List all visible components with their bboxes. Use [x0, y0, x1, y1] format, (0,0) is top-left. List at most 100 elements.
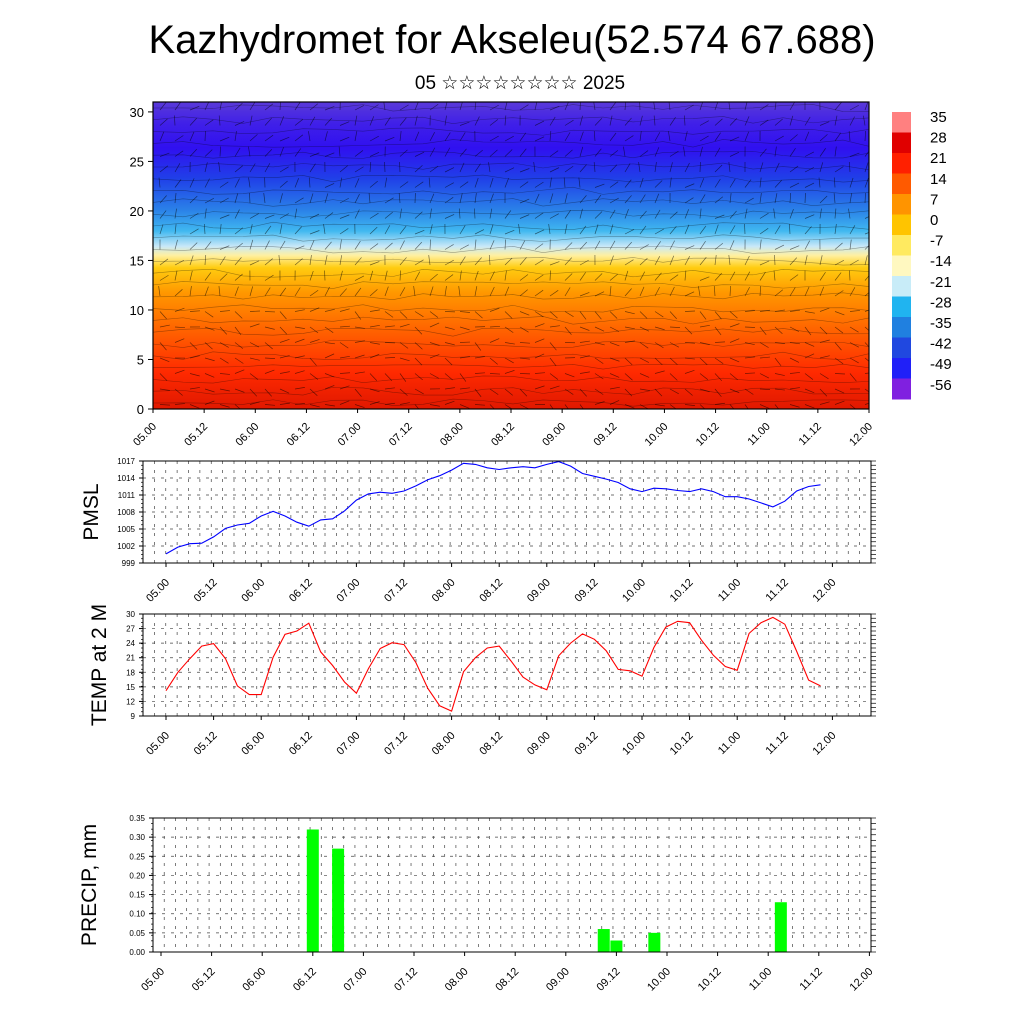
wind-barb — [309, 388, 318, 397]
wind-barb — [459, 162, 465, 173]
wind-barb — [218, 115, 221, 126]
wind-barb — [834, 208, 837, 219]
colorbar-label: -56 — [930, 377, 952, 394]
wind-barb — [339, 165, 348, 173]
wind-barb — [174, 388, 183, 396]
wind-barb — [234, 357, 244, 364]
cross-section-x-tick-label: 05.12 — [182, 421, 210, 449]
wind-barb — [864, 130, 866, 142]
wind-barb — [159, 357, 170, 362]
colorbar-swatch — [892, 317, 911, 338]
wind-barb — [519, 198, 530, 204]
wind-barb — [294, 355, 305, 359]
wind-barb — [774, 357, 782, 367]
wind-barb — [399, 388, 408, 396]
pmsl-y-tick-label: 1008 — [117, 508, 135, 517]
pmsl-y-tick-label: 1002 — [117, 542, 135, 551]
wind-barb — [654, 193, 660, 204]
cross-section-y-tick-label: 5 — [137, 352, 144, 367]
page-title: Kazhydromet for Akseleu(52.574 67.688) — [148, 18, 876, 62]
wind-barb — [309, 339, 320, 343]
wind-barb — [158, 177, 161, 188]
wind-barb — [864, 372, 869, 374]
wind-barb — [189, 286, 192, 297]
wind-barb — [474, 270, 479, 281]
wind-barb — [519, 289, 528, 297]
streamline — [153, 304, 869, 313]
wind-barb — [294, 178, 299, 188]
wind-barb — [339, 385, 350, 390]
wind-barb — [744, 372, 756, 374]
wind-barb — [459, 244, 469, 250]
wind-barb — [654, 147, 660, 157]
wind-barb — [248, 177, 251, 188]
wind-barb — [773, 208, 776, 219]
temp-x-tick-label: 11.12 — [764, 730, 791, 757]
wind-barb — [234, 257, 242, 266]
wind-barb — [219, 273, 228, 281]
wind-barb — [669, 373, 678, 381]
wind-barb — [354, 193, 360, 204]
colorbar-label: 0 — [930, 212, 938, 229]
wind-barb — [714, 272, 722, 281]
streamline — [153, 210, 869, 218]
wind-barb — [849, 310, 860, 312]
precip-x-tick-label: 08.12 — [493, 966, 521, 994]
wind-barb — [833, 193, 836, 204]
wind-barb — [789, 342, 800, 345]
wind-barb — [339, 239, 342, 250]
wind-barb — [549, 290, 559, 297]
wind-barb — [459, 181, 469, 188]
wind-barb — [504, 102, 508, 111]
wind-barb — [804, 167, 815, 173]
wind-barb — [294, 386, 305, 390]
wind-barb — [774, 342, 785, 345]
wind-barb — [174, 270, 178, 281]
wind-barb — [204, 311, 214, 318]
precip-x-tick-label: 12.00 — [848, 966, 876, 994]
wind-barb — [324, 193, 329, 204]
wind-barb — [489, 271, 495, 281]
temp-x-tick-label: 05.00 — [144, 730, 172, 758]
wind-barb — [444, 197, 454, 204]
wind-barb — [189, 242, 198, 250]
wind-barb — [593, 162, 596, 173]
colorbar-label: -21 — [930, 274, 952, 291]
colorbar-label: -42 — [930, 336, 952, 353]
wind-barb — [324, 106, 335, 111]
wind-barb — [729, 118, 738, 126]
wind-barb — [234, 311, 243, 319]
wind-barb — [624, 241, 632, 250]
temp-x-tick-label: 07.00 — [335, 730, 363, 758]
wind-barb — [563, 177, 566, 188]
wind-barb — [609, 357, 620, 362]
wind-barb — [699, 225, 707, 235]
wind-barb — [699, 404, 706, 409]
wind-barb — [219, 342, 229, 348]
streamline — [153, 234, 869, 242]
wind-barb — [534, 181, 544, 188]
wind-barb — [414, 115, 418, 126]
wind-barb — [384, 225, 391, 235]
wind-barb — [684, 224, 690, 235]
temp-y-tick-label: 18 — [126, 668, 135, 677]
wind-barb — [653, 102, 656, 111]
wind-barb — [459, 270, 462, 281]
wind-barb — [429, 354, 440, 359]
wind-barb — [789, 257, 798, 266]
wind-barb — [264, 240, 270, 250]
wind-barb — [728, 255, 731, 266]
wind-barb — [594, 224, 599, 235]
wind-barb — [579, 208, 583, 219]
wind-barb — [534, 289, 544, 297]
wind-barb — [669, 117, 676, 126]
wind-barb — [804, 373, 814, 380]
wind-barb — [429, 147, 436, 157]
wind-barb — [324, 342, 335, 345]
wind-barb — [774, 404, 780, 409]
wind-barb — [399, 323, 410, 328]
precip-y-tick-label: 0.30 — [129, 833, 145, 842]
wind-barb — [474, 257, 482, 266]
streamline — [153, 104, 869, 113]
wind-barb — [429, 239, 431, 250]
